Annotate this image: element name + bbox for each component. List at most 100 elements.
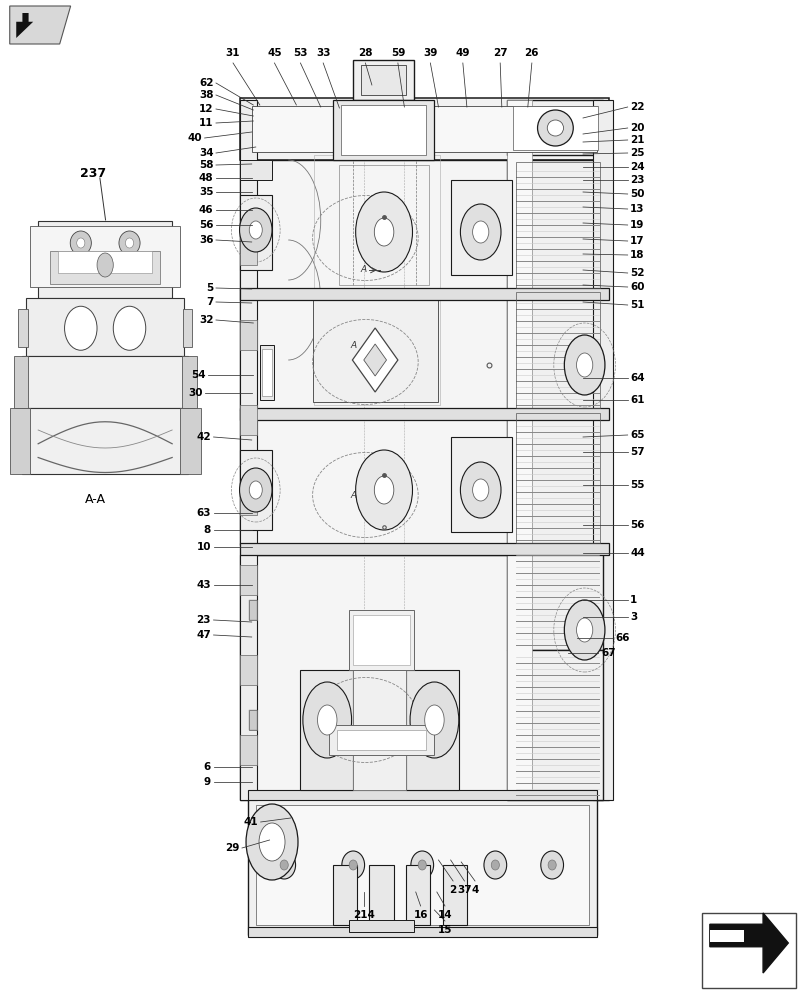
Ellipse shape [564, 335, 604, 395]
Text: 32: 32 [199, 315, 213, 325]
Bar [507, 290, 603, 410]
Bar [300, 670, 353, 790]
Bar [406, 865, 430, 925]
Text: 5: 5 [206, 283, 213, 293]
Text: 26: 26 [524, 48, 539, 58]
Text: 50: 50 [629, 189, 644, 199]
Bar [38, 221, 172, 298]
Polygon shape [709, 913, 787, 973]
Bar [30, 226, 180, 287]
Text: 15: 15 [437, 925, 452, 935]
Ellipse shape [65, 306, 97, 350]
Polygon shape [363, 344, 386, 376]
Ellipse shape [125, 238, 133, 248]
Bar [507, 100, 603, 155]
Bar [22, 408, 188, 474]
Bar [239, 160, 272, 180]
Polygon shape [352, 328, 397, 392]
Text: 13: 13 [629, 204, 644, 214]
Ellipse shape [114, 306, 146, 350]
Bar [239, 160, 608, 290]
Ellipse shape [418, 860, 426, 870]
Polygon shape [10, 6, 71, 44]
Text: 31: 31 [225, 48, 240, 58]
Text: 60: 60 [629, 282, 644, 292]
Text: 23: 23 [196, 615, 211, 625]
Bar [180, 408, 200, 474]
Ellipse shape [491, 860, 499, 870]
Bar [515, 413, 599, 543]
Bar [592, 100, 612, 800]
Bar [239, 485, 257, 515]
Text: 49: 49 [455, 48, 470, 58]
Ellipse shape [374, 218, 393, 246]
Bar [507, 545, 603, 650]
Bar [442, 865, 466, 925]
Ellipse shape [97, 253, 114, 277]
Text: A: A [350, 340, 356, 350]
Text: A-A: A-A [85, 493, 106, 506]
Bar [10, 408, 30, 474]
Text: 19: 19 [629, 220, 644, 230]
Ellipse shape [460, 462, 500, 518]
Text: 30: 30 [188, 388, 203, 398]
Text: 44: 44 [629, 548, 644, 558]
Ellipse shape [341, 851, 364, 879]
Text: 10: 10 [196, 542, 211, 552]
Text: 63: 63 [196, 508, 211, 518]
Ellipse shape [547, 860, 556, 870]
Bar [702, 913, 795, 988]
Text: 16: 16 [413, 910, 427, 920]
Bar [239, 235, 257, 265]
Text: 61: 61 [629, 395, 644, 405]
Bar [239, 405, 257, 435]
Ellipse shape [540, 851, 563, 879]
Text: 21: 21 [629, 135, 644, 145]
Bar [260, 345, 274, 400]
Text: 12: 12 [199, 104, 213, 114]
Text: 36: 36 [199, 235, 213, 245]
Text: 23: 23 [629, 175, 644, 185]
Text: 39: 39 [423, 48, 437, 58]
Text: 46: 46 [199, 205, 213, 215]
Ellipse shape [576, 618, 592, 642]
Bar [363, 100, 404, 800]
Bar [14, 356, 28, 408]
Ellipse shape [576, 353, 592, 377]
Bar [262, 349, 272, 396]
Text: 7: 7 [206, 297, 213, 307]
Bar [450, 180, 511, 275]
Ellipse shape [460, 204, 500, 260]
Bar [353, 670, 406, 790]
Bar [239, 100, 257, 800]
Bar [247, 795, 596, 935]
Text: 6: 6 [204, 762, 211, 772]
Bar [353, 615, 410, 665]
Text: 14: 14 [437, 910, 452, 920]
Bar [312, 298, 438, 402]
Text: 55: 55 [629, 480, 644, 490]
Ellipse shape [71, 231, 92, 255]
Ellipse shape [355, 192, 412, 272]
Bar [349, 610, 414, 670]
Text: 40: 40 [187, 133, 202, 143]
Text: 3: 3 [629, 612, 637, 622]
Text: 57: 57 [629, 447, 644, 457]
Bar [239, 290, 608, 410]
Text: 28: 28 [358, 48, 372, 58]
Ellipse shape [249, 221, 262, 239]
Bar [22, 356, 188, 408]
Text: 35: 35 [199, 187, 213, 197]
Ellipse shape [424, 705, 444, 735]
Bar [333, 100, 434, 160]
Text: A: A [360, 265, 367, 274]
Text: 34: 34 [199, 148, 213, 158]
Bar [249, 710, 257, 730]
Text: 33: 33 [315, 48, 330, 58]
Bar [239, 450, 272, 530]
Text: 58: 58 [199, 160, 213, 170]
Bar [247, 790, 596, 800]
Bar [239, 555, 608, 800]
Text: 1: 1 [629, 595, 637, 605]
Ellipse shape [246, 804, 298, 880]
